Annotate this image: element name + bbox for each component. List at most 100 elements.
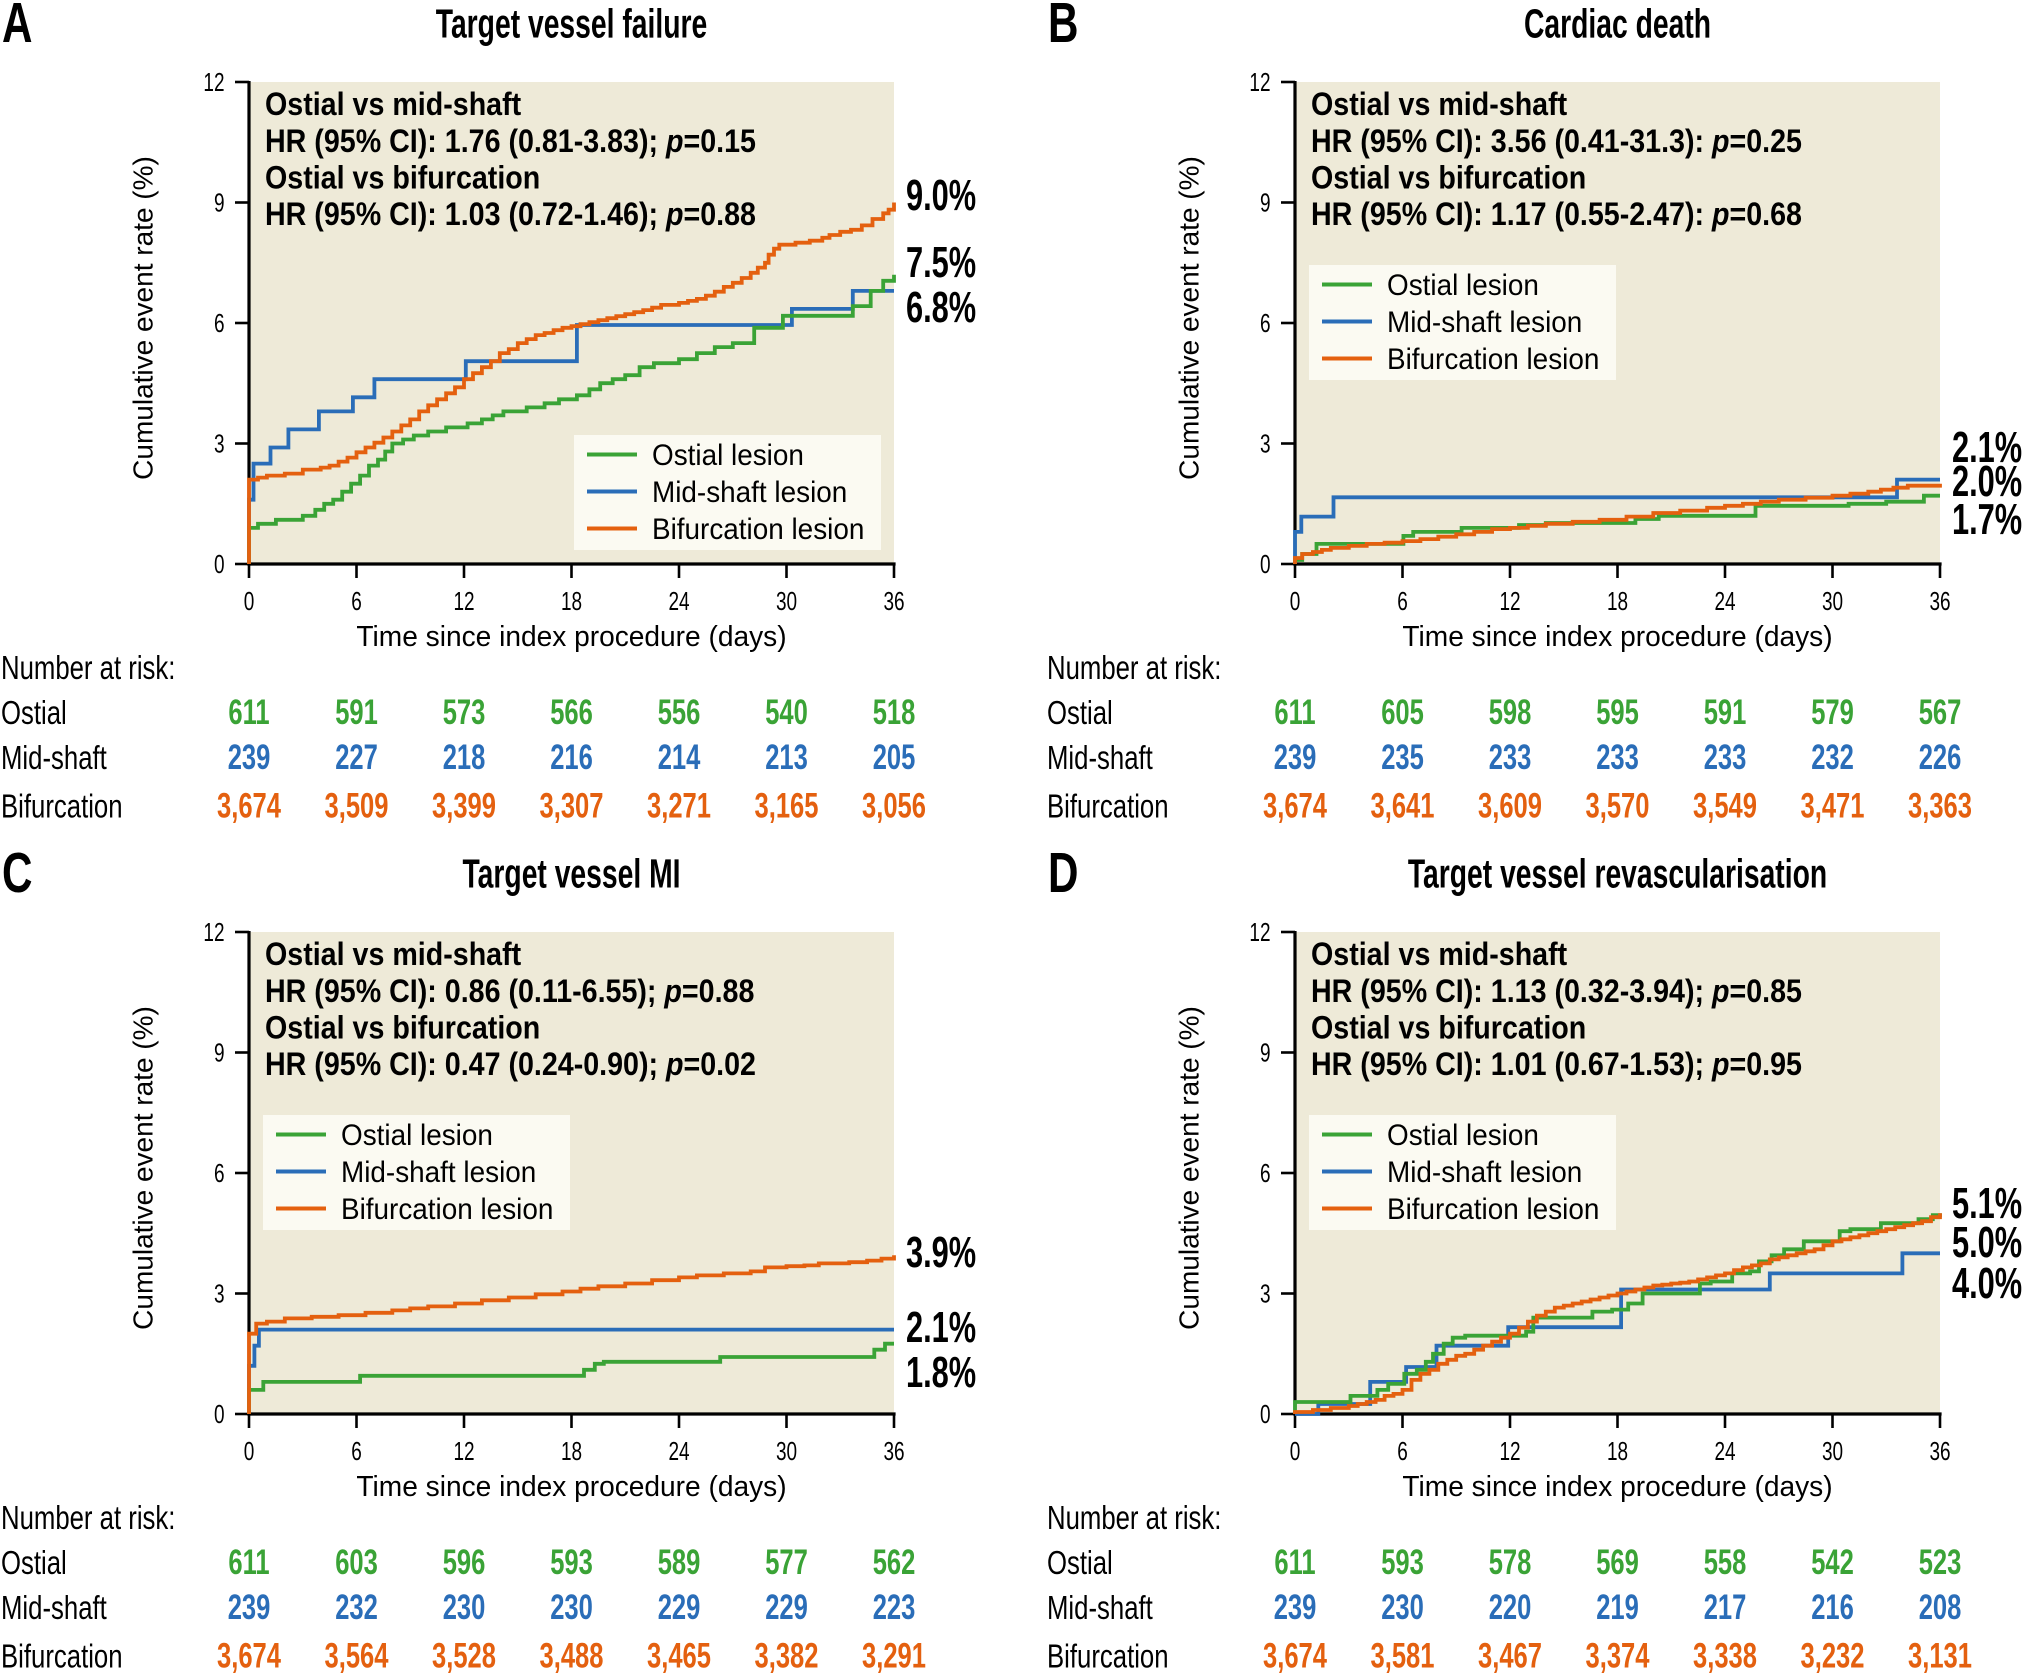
svg-text:Mid-shaft lesion: Mid-shaft lesion (1387, 306, 1582, 339)
svg-text:Cumulative event rate (%): Cumulative event rate (%) (1174, 1006, 1205, 1330)
svg-text:213: 213 (765, 738, 808, 777)
svg-text:D: D (1048, 841, 1078, 905)
svg-text:218: 218 (443, 738, 486, 777)
svg-text:Ostial lesion: Ostial lesion (652, 439, 804, 472)
svg-text:Bifurcation lesion: Bifurcation lesion (1387, 343, 1599, 376)
svg-text:Ostial: Ostial (1, 1545, 67, 1582)
svg-text:24: 24 (1714, 586, 1735, 616)
svg-text:Bifurcation: Bifurcation (1, 1639, 123, 1673)
svg-text:Ostial vs bifurcation: Ostial vs bifurcation (265, 161, 540, 196)
svg-text:232: 232 (1811, 738, 1854, 777)
svg-text:3: 3 (1260, 1279, 1271, 1309)
svg-text:3,165: 3,165 (755, 787, 819, 826)
svg-text:611: 611 (1274, 693, 1315, 732)
svg-text:569: 569 (1596, 1543, 1639, 1582)
svg-text:2.1%: 2.1% (1952, 424, 2022, 473)
svg-text:7.5%: 7.5% (906, 239, 976, 288)
svg-text:3: 3 (1260, 429, 1271, 459)
svg-text:30: 30 (1822, 1436, 1843, 1466)
svg-text:6.8%: 6.8% (906, 284, 976, 333)
svg-text:589: 589 (658, 1543, 701, 1582)
svg-text:233: 233 (1704, 738, 1747, 777)
svg-text:Ostial vs mid-shaft: Ostial vs mid-shaft (1311, 88, 1567, 123)
svg-text:598: 598 (1489, 693, 1532, 732)
svg-text:24: 24 (668, 586, 689, 616)
svg-text:36: 36 (1929, 586, 1950, 616)
svg-text:593: 593 (550, 1543, 593, 1582)
svg-text:230: 230 (443, 1588, 486, 1627)
svg-text:523: 523 (1919, 1543, 1962, 1582)
svg-text:Ostial: Ostial (1047, 695, 1113, 732)
svg-text:577: 577 (765, 1543, 808, 1582)
svg-text:3,509: 3,509 (325, 787, 389, 826)
svg-text:12: 12 (1499, 586, 1520, 616)
svg-text:216: 216 (550, 738, 593, 777)
svg-text:5.1%: 5.1% (1952, 1180, 2022, 1229)
svg-text:219: 219 (1596, 1588, 1639, 1627)
svg-text:2.0%: 2.0% (1952, 458, 2022, 507)
svg-text:Number at risk:: Number at risk: (1, 1500, 175, 1537)
svg-text:611: 611 (228, 693, 269, 732)
svg-text:Target vessel failure: Target vessel failure (436, 1, 707, 46)
svg-text:3,581: 3,581 (1371, 1637, 1435, 1673)
svg-text:18: 18 (561, 1436, 582, 1466)
svg-text:Ostial vs bifurcation: Ostial vs bifurcation (265, 1011, 540, 1046)
svg-text:Ostial: Ostial (1, 695, 67, 732)
svg-text:3,528: 3,528 (432, 1637, 496, 1673)
svg-text:3,374: 3,374 (1586, 1637, 1650, 1673)
svg-text:611: 611 (1274, 1543, 1315, 1582)
svg-text:9: 9 (214, 188, 225, 218)
svg-text:595: 595 (1596, 693, 1639, 732)
svg-text:562: 562 (873, 1543, 916, 1582)
svg-text:Ostial vs bifurcation: Ostial vs bifurcation (1311, 1011, 1586, 1046)
svg-text:596: 596 (443, 1543, 486, 1582)
svg-text:0: 0 (244, 586, 255, 616)
svg-text:6: 6 (214, 308, 225, 338)
svg-text:9: 9 (1260, 188, 1271, 218)
svg-text:573: 573 (443, 693, 486, 732)
svg-text:Mid-shaft: Mid-shaft (1, 740, 107, 777)
svg-text:9: 9 (1260, 1038, 1271, 1068)
svg-text:12: 12 (203, 917, 224, 947)
svg-text:1.8%: 1.8% (906, 1349, 976, 1398)
svg-text:540: 540 (765, 693, 808, 732)
svg-text:12: 12 (1249, 917, 1270, 947)
svg-text:3,471: 3,471 (1801, 787, 1865, 826)
svg-text:232: 232 (335, 1588, 378, 1627)
svg-text:36: 36 (1929, 1436, 1950, 1466)
svg-text:18: 18 (1607, 1436, 1628, 1466)
svg-text:6: 6 (1260, 308, 1271, 338)
svg-text:Cardiac death: Cardiac death (1524, 1, 1711, 46)
svg-text:Cumulative event rate (%): Cumulative event rate (%) (128, 156, 159, 480)
svg-text:229: 229 (658, 1588, 701, 1627)
svg-text:30: 30 (776, 586, 797, 616)
svg-text:HR (95% CI): 1.17 (0.55-2.47):: HR (95% CI): 1.17 (0.55-2.47): p=0.68 (1311, 198, 1802, 233)
svg-text:3,641: 3,641 (1371, 787, 1435, 826)
svg-text:Number at risk:: Number at risk: (1047, 1500, 1221, 1537)
svg-text:2.1%: 2.1% (906, 1304, 976, 1353)
svg-text:6: 6 (1397, 586, 1408, 616)
svg-text:208: 208 (1919, 1588, 1962, 1627)
svg-text:3: 3 (214, 429, 225, 459)
svg-text:6: 6 (214, 1158, 225, 1188)
svg-text:0: 0 (1290, 1436, 1301, 1466)
svg-text:12: 12 (453, 586, 474, 616)
svg-text:Cumulative event rate (%): Cumulative event rate (%) (128, 1006, 159, 1330)
svg-text:Time since index procedure (da: Time since index procedure (days) (1402, 621, 1832, 653)
svg-text:18: 18 (1607, 586, 1628, 616)
svg-text:Bifurcation: Bifurcation (1, 789, 123, 826)
svg-text:36: 36 (883, 1436, 904, 1466)
svg-text:605: 605 (1381, 693, 1424, 732)
svg-text:0: 0 (244, 1436, 255, 1466)
svg-text:3,271: 3,271 (647, 787, 711, 826)
svg-text:518: 518 (873, 693, 916, 732)
svg-text:3,467: 3,467 (1478, 1637, 1542, 1673)
svg-text:3: 3 (214, 1279, 225, 1309)
svg-text:Bifurcation lesion: Bifurcation lesion (1387, 1193, 1599, 1226)
svg-text:239: 239 (228, 738, 271, 777)
svg-text:HR (95% CI): 3.56 (0.41-31.3):: HR (95% CI): 3.56 (0.41-31.3): p=0.25 (1311, 125, 1802, 160)
svg-text:0: 0 (1290, 586, 1301, 616)
svg-text:235: 235 (1381, 738, 1424, 777)
svg-text:4.0%: 4.0% (1952, 1260, 2022, 1309)
svg-text:3,564: 3,564 (325, 1637, 389, 1673)
